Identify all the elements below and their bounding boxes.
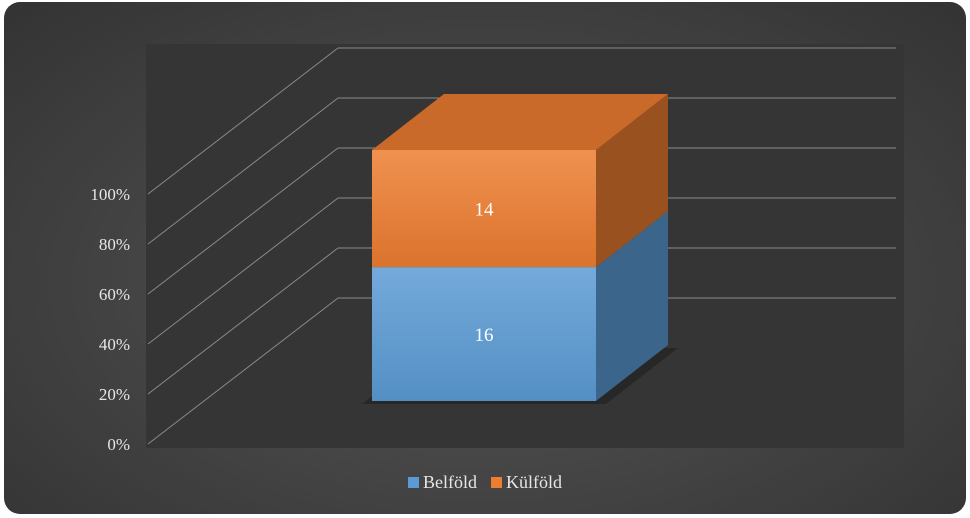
legend-swatch: [491, 477, 502, 488]
data-label: 14: [475, 200, 495, 221]
gridline-diagonal: [147, 147, 339, 295]
y-tick-label: 20%: [99, 385, 130, 404]
legend-item: Belföld: [408, 472, 477, 493]
gridline-diagonal: [147, 47, 339, 195]
gridline-diagonal: [147, 247, 339, 395]
legend-label: Belföld: [423, 472, 477, 492]
gridline-diagonal: [147, 197, 339, 345]
legend-item: Külföld: [491, 472, 562, 493]
bars: [362, 94, 678, 404]
bar-top: [372, 94, 668, 150]
y-axis-ticks: 0% 20% 40% 60% 80% 100%: [90, 185, 130, 454]
bar-segment-belfold: [372, 267, 596, 401]
y-tick-label: 40%: [99, 335, 130, 354]
legend: Belföld Külföld: [0, 472, 970, 493]
bar-side-0: [596, 211, 668, 401]
gridline-diagonal: [147, 297, 339, 445]
gridline-diagonal: [147, 97, 339, 245]
y-tick-label: 80%: [99, 235, 130, 254]
bar-segment-kulfold: [372, 150, 596, 268]
legend-label: Külföld: [506, 472, 562, 492]
y-tick-label: 100%: [90, 185, 130, 204]
bar-side-1: [596, 94, 668, 268]
data-label: 16: [475, 325, 494, 346]
legend-swatch: [408, 477, 419, 488]
y-tick-label: 0%: [107, 435, 130, 454]
y-tick-label: 60%: [99, 285, 130, 304]
